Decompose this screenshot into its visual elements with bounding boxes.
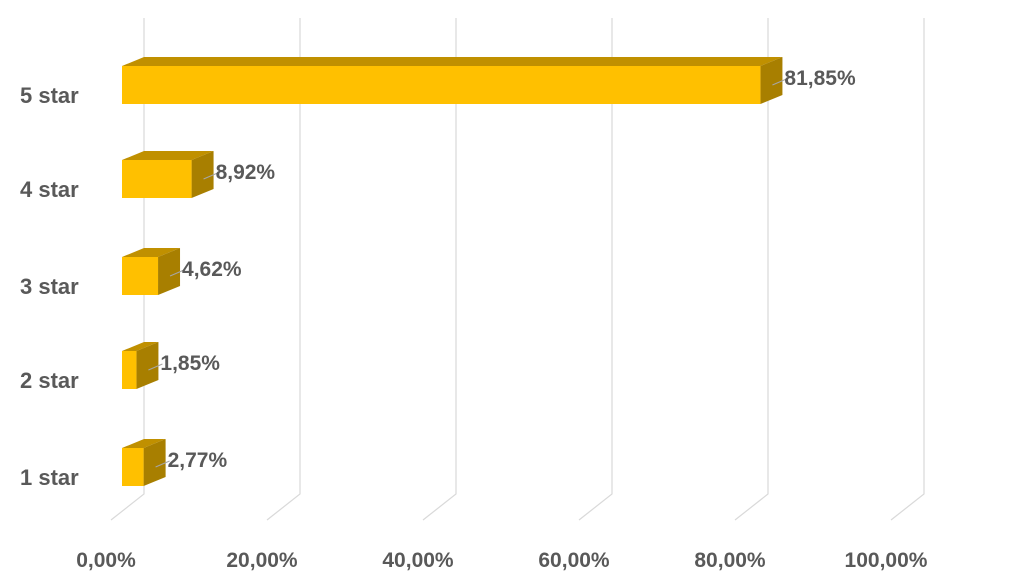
category-label: 4 star xyxy=(20,177,79,202)
bar-side-face xyxy=(136,342,159,389)
data-label: 8,92% xyxy=(216,161,276,184)
bar-front-face xyxy=(122,351,137,389)
bar xyxy=(122,439,166,486)
data-label-leader xyxy=(203,172,218,180)
data-label-leader xyxy=(155,460,170,468)
bar xyxy=(122,57,783,104)
category-label: 5 star xyxy=(20,83,79,108)
gridline xyxy=(266,18,301,521)
bars xyxy=(122,57,783,486)
data-label: 4,62% xyxy=(182,258,242,281)
category-label: 1 star xyxy=(20,465,79,490)
bar-top-face xyxy=(122,439,166,448)
x-tick-label: 0,00% xyxy=(76,549,136,572)
category-labels: 5 star 4 star 3 star 2 star 1 star xyxy=(20,83,79,490)
data-label-leader xyxy=(148,363,163,371)
gridlines xyxy=(110,18,925,521)
data-labels: 81,85% 8,92% 4,62% 1,85% 2,77% xyxy=(160,67,856,472)
bar-front-face xyxy=(122,160,192,198)
x-tick-label: 20,00% xyxy=(226,549,298,572)
x-tick-label: 40,00% xyxy=(382,549,454,572)
bar-side-face xyxy=(760,57,783,104)
bar-front-face xyxy=(122,66,761,104)
bar-top-face xyxy=(122,57,783,66)
bar-side-face xyxy=(158,248,181,295)
bar xyxy=(122,342,159,389)
bar xyxy=(122,151,214,198)
category-label: 2 star xyxy=(20,368,79,393)
gridline xyxy=(578,18,613,521)
bar-top-face xyxy=(122,248,181,257)
data-label: 81,85% xyxy=(784,67,856,90)
x-tick-label: 100,00% xyxy=(845,549,928,572)
data-label: 2,77% xyxy=(168,449,228,472)
bar-top-face xyxy=(122,151,214,160)
bar-side-face xyxy=(143,439,166,486)
data-label-leaders xyxy=(148,78,787,468)
gridline xyxy=(890,18,925,521)
gridline xyxy=(422,18,457,521)
x-tick-labels: 0,00% 20,00% 40,00% 60,00% 80,00% 100,00% xyxy=(76,549,928,572)
gridline xyxy=(734,18,769,521)
data-label: 1,85% xyxy=(160,352,220,375)
category-label: 3 star xyxy=(20,274,79,299)
bar-side-face xyxy=(191,151,214,198)
bar xyxy=(122,248,181,295)
x-tick-label: 80,00% xyxy=(694,549,766,572)
data-label-leader xyxy=(169,269,185,277)
bar-front-face xyxy=(122,257,159,295)
x-tick-label: 60,00% xyxy=(538,549,610,572)
data-label-leader xyxy=(772,78,787,86)
bar-front-face xyxy=(122,448,144,486)
bar-top-face xyxy=(122,342,159,351)
